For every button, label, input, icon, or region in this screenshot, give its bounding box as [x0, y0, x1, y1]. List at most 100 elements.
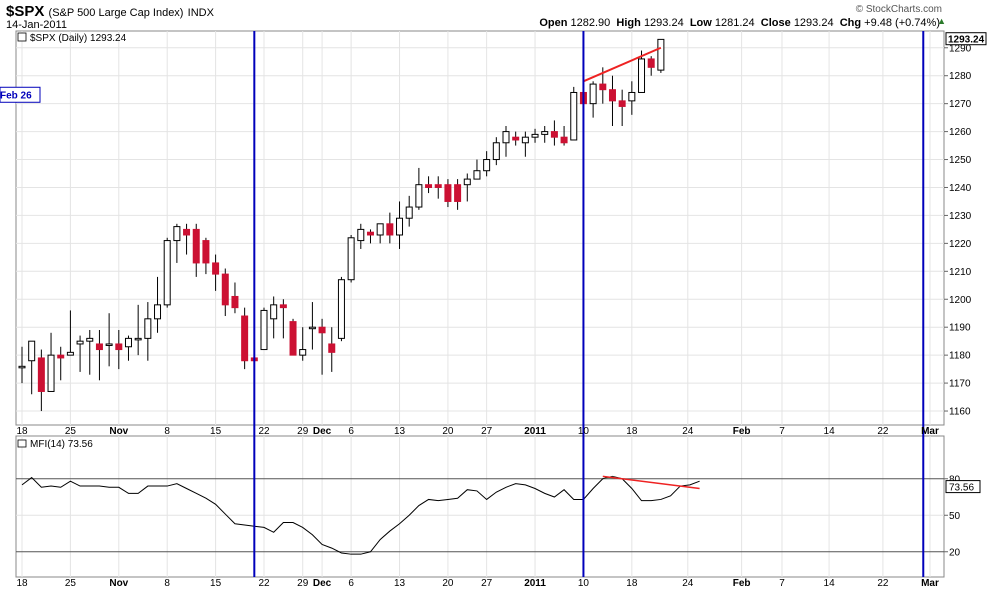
price-last-value: 1293.24	[945, 32, 987, 46]
candle	[492, 137, 500, 166]
x-tick-label: 22	[877, 426, 889, 437]
candle	[512, 131, 520, 146]
symbol-text: $SPX	[6, 3, 45, 20]
candle	[221, 268, 229, 317]
candle	[647, 56, 655, 76]
high-value: 1293.24	[643, 17, 684, 29]
candle-body-down	[115, 343, 123, 351]
chart-date: 14-Jan-2011	[6, 19, 67, 31]
credit-text[interactable]: © StockCharts.com	[855, 4, 942, 15]
x-tick-label: 10	[578, 578, 590, 589]
candle	[144, 302, 152, 361]
legend-candle-icon	[17, 32, 27, 42]
candle-body-up	[531, 133, 539, 138]
price-tick-label: 1280	[949, 71, 972, 82]
price-tick-label: 1250	[949, 155, 972, 166]
candle-body-up	[124, 337, 132, 348]
candle-body-down	[183, 228, 191, 236]
candle-body-up	[260, 309, 268, 351]
price-tick-label: 1270	[949, 99, 972, 110]
open-value: 1282.90	[570, 17, 611, 29]
price-last-label: 1293.24	[948, 35, 985, 46]
candle	[173, 223, 181, 263]
candle	[124, 335, 132, 361]
candle	[318, 318, 326, 375]
candle-body-up	[415, 184, 423, 208]
candle-body-down	[366, 231, 374, 236]
candle-body-up	[502, 131, 510, 144]
candle	[405, 195, 413, 227]
mfi-last-box	[945, 480, 981, 494]
x-tick-label: 6	[348, 426, 354, 437]
candle	[231, 282, 239, 314]
credit-label: StockCharts.com	[865, 4, 942, 15]
candle	[37, 349, 45, 412]
candle	[425, 176, 433, 194]
candle-body-up	[18, 365, 26, 369]
x-tick-label: 22	[877, 578, 889, 589]
mfi-panel-frame	[15, 435, 945, 578]
candle	[260, 307, 268, 351]
candle-body-up	[66, 351, 74, 356]
price-legend-text: $SPX (Daily) 1293.24	[30, 33, 127, 44]
mfi-panel: 20 50 80 MFI(14) 73.56 73.56	[15, 435, 981, 578]
candle-body-up	[357, 228, 365, 242]
candle	[115, 329, 123, 370]
price-trend-line	[583, 46, 662, 83]
x-tick-label: 10	[578, 426, 590, 437]
candle	[299, 327, 307, 361]
x-tick-label: 20	[442, 426, 454, 437]
candle-body-down	[318, 326, 326, 334]
candle-body-up	[589, 83, 597, 105]
candle-body-up	[473, 170, 481, 180]
candle-body-down	[57, 354, 65, 359]
marker-label-box	[0, 86, 41, 103]
x-tick-label: 2011	[524, 578, 546, 589]
ohlc-readout: Open 1282.90 High 1293.24 Low 1281.24 Cl…	[539, 17, 940, 29]
mfi-tick-label: 20	[949, 547, 961, 558]
candle	[95, 329, 103, 381]
candle	[386, 212, 394, 244]
candle-body-down	[279, 304, 287, 309]
price-tick-label: 1200	[949, 295, 972, 306]
marker-label-text: Feb 26	[0, 90, 32, 101]
candle	[192, 223, 200, 277]
candle-body-down	[550, 131, 558, 138]
candle-body-down	[328, 343, 336, 353]
x-tick-label: 25	[65, 578, 77, 589]
candle-body-down	[37, 357, 45, 392]
candle-body-up	[405, 206, 413, 219]
candle-body-down	[560, 136, 568, 144]
candle-body-down	[512, 136, 520, 141]
candle	[473, 159, 481, 180]
price-legend: $SPX (Daily) 1293.24	[17, 32, 127, 44]
candle-body-up	[396, 217, 404, 236]
open-label: Open	[539, 17, 568, 29]
price-tick-label: 1230	[949, 211, 972, 222]
x-tick-label: 13	[394, 426, 406, 437]
candle-body-down	[434, 184, 442, 188]
price-tick-label: 1220	[949, 239, 972, 250]
candle-body-up	[144, 318, 152, 339]
candle-body-down	[386, 223, 394, 236]
mfi-legend-text: MFI(14) 73.56	[30, 439, 93, 450]
candle-body-down	[202, 240, 210, 264]
candle	[638, 50, 646, 93]
low-value: 1281.24	[714, 17, 755, 29]
candle-body-up	[308, 326, 316, 330]
candle-body-up	[657, 38, 665, 71]
candle	[502, 126, 510, 157]
candle	[657, 38, 665, 73]
x-tick-label: 20	[442, 578, 454, 589]
candle-body-down	[599, 83, 607, 91]
candle-body-down	[454, 184, 462, 202]
low-label: Low	[689, 17, 712, 29]
x-tick-label: 27	[481, 426, 493, 437]
candle-body-down	[192, 228, 200, 264]
x-tick-label: 18	[626, 426, 638, 437]
candle	[289, 318, 297, 356]
candle	[415, 167, 423, 210]
mfi-last-value: 73.56	[945, 480, 981, 494]
mfi-last-label: 73.56	[949, 483, 974, 494]
candle	[308, 302, 316, 350]
